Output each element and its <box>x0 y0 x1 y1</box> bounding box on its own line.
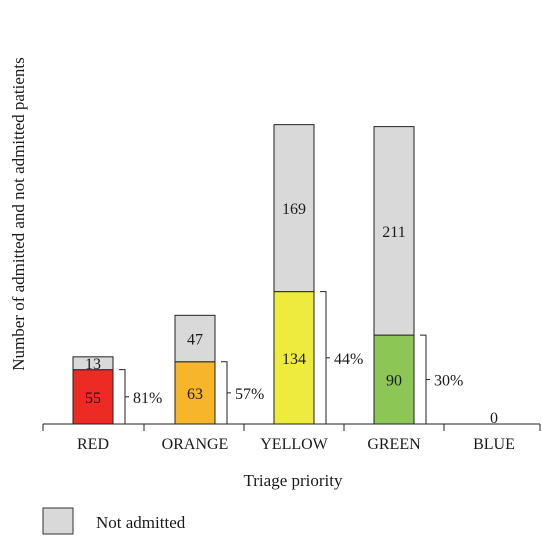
data-label-admitted-green: 90 <box>386 373 402 390</box>
data-label-admitted-red: 55 <box>85 390 101 407</box>
bar-not-admitted-yellow <box>273 124 315 293</box>
bar-not-admitted-red <box>72 356 114 371</box>
y-axis-title: Number of admitted and not admitted pati… <box>9 57 28 370</box>
bar-admitted-green <box>373 334 415 425</box>
data-label-admitted-orange: 63 <box>187 386 203 403</box>
data-label-admitted-yellow: 134 <box>282 351 306 368</box>
bracket-green <box>420 334 427 425</box>
bar-admitted-red <box>72 369 114 425</box>
bar-not-admitted-orange <box>174 314 216 363</box>
x-axis-title: Triage priority <box>243 471 343 490</box>
x-tick-label-yellow: YELLOW <box>260 436 328 453</box>
data-label-not-admitted-yellow: 169 <box>282 201 306 218</box>
x-tick-label-orange: ORANGE <box>162 436 229 453</box>
percent-label-red: 81% <box>133 390 162 407</box>
axes-layer: RED ORANGE YELLOW GREEN BLUE <box>42 423 541 453</box>
bracket-orange <box>221 361 228 425</box>
bracket-red <box>119 369 126 425</box>
bar-not-admitted-green <box>373 126 415 336</box>
percent-label-yellow: 44% <box>334 351 363 368</box>
x-tick-label-red: RED <box>77 436 109 453</box>
legend-swatch-not-admitted <box>42 507 74 535</box>
bars-layer: 55 13 81% 63 47 57% 134 169 44% 90 211 30% 0 <box>72 124 498 427</box>
x-tick-label-blue: BLUE <box>473 436 515 453</box>
data-label-not-admitted-green: 211 <box>382 224 405 241</box>
data-label-not-admitted-orange: 47 <box>187 332 203 349</box>
data-label-not-admitted-red: 13 <box>85 356 101 373</box>
total-label-blue: 0 <box>490 410 498 427</box>
bracket-yellow <box>320 291 327 425</box>
percent-label-orange: 57% <box>235 386 264 403</box>
x-tick-label-green: GREEN <box>367 436 421 453</box>
legend: Not admitted <box>42 507 186 535</box>
percent-label-green: 30% <box>434 373 463 390</box>
legend-label-not-admitted: Not admitted <box>96 513 186 532</box>
